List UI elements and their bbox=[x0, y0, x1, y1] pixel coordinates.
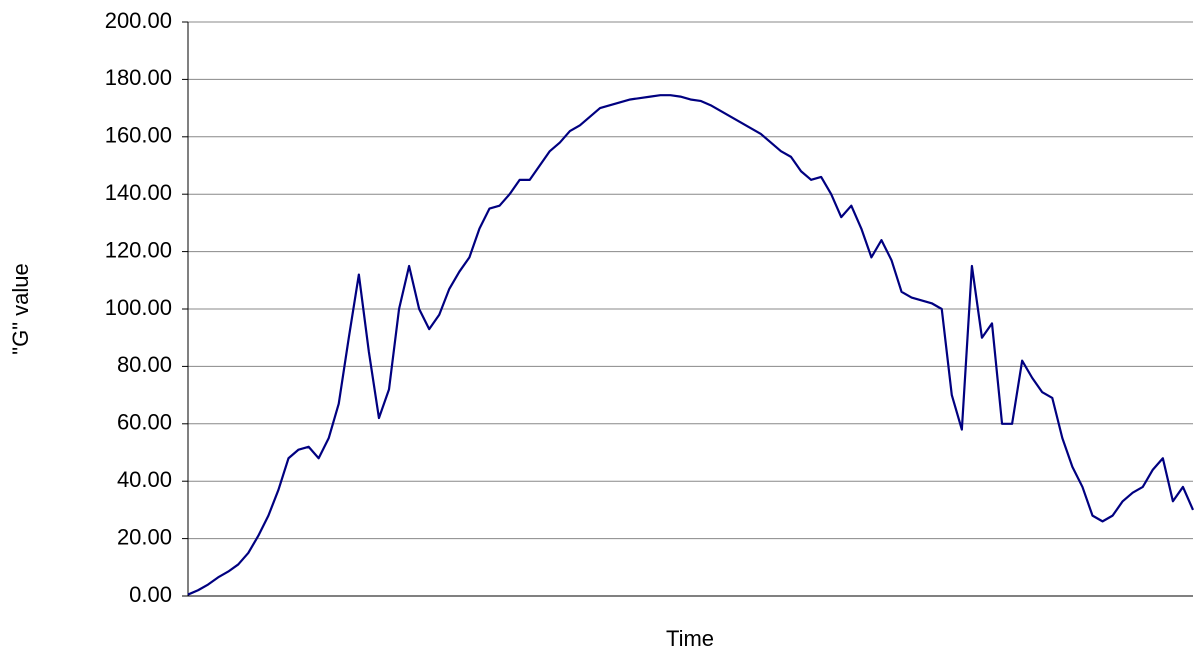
y-tick-label: 100.00 bbox=[105, 295, 172, 320]
line-series bbox=[187, 94, 1194, 596]
y-tick-label: 80.00 bbox=[117, 352, 172, 377]
y-tick-label: 20.00 bbox=[117, 524, 172, 549]
y-tick-label: 200.00 bbox=[105, 8, 172, 33]
y-tick-label: 60.00 bbox=[117, 410, 172, 435]
y-tick-label: 160.00 bbox=[105, 123, 172, 148]
y-tick-label: 120.00 bbox=[105, 237, 172, 262]
y-tick-label: 40.00 bbox=[117, 467, 172, 492]
y-axis-label: "G" value bbox=[8, 263, 33, 354]
y-tick-label: 0.00 bbox=[129, 582, 172, 607]
y-tick-label: 180.00 bbox=[105, 65, 172, 90]
y-tick-label: 140.00 bbox=[105, 180, 172, 205]
x-axis-label: Time bbox=[666, 626, 714, 651]
